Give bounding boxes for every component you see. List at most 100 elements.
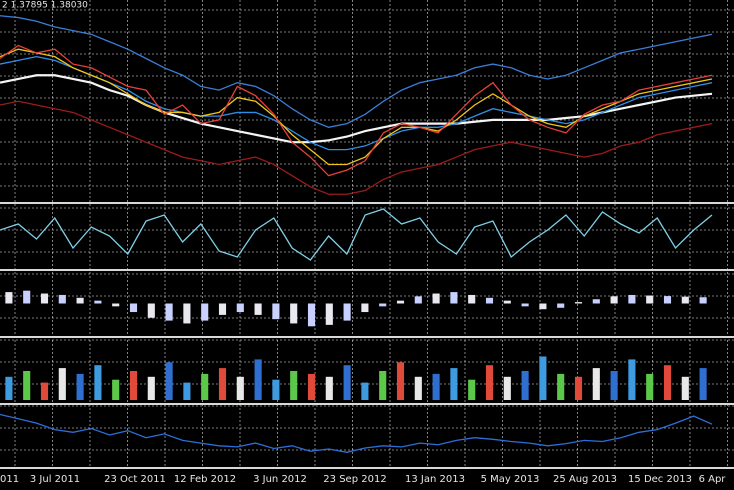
- indicator-line: [0, 15, 713, 128]
- indicator-bar: [201, 303, 209, 321]
- indicator-line: [0, 44, 713, 177]
- indicator-bar: [485, 297, 494, 304]
- indicator-bar: [290, 371, 298, 400]
- indicator-bar: [521, 371, 529, 400]
- indicator-bar: [699, 368, 707, 400]
- indicator-bar: [147, 376, 155, 400]
- indicator-bar: [112, 303, 120, 307]
- x-axis-label: 3 Jul 2011: [30, 474, 80, 485]
- indicator-bar: [628, 294, 636, 304]
- indicator-bar: [432, 293, 440, 304]
- indicator-bar: [574, 302, 583, 304]
- x-axis-label: 15 Dec 2013: [628, 474, 692, 485]
- indicator-bar: [343, 365, 351, 400]
- indicator-bar: [610, 371, 618, 400]
- indicator-bar: [218, 368, 227, 400]
- indicator-bar: [147, 303, 155, 318]
- indicator-bar: [503, 300, 511, 304]
- indicator-bar: [58, 294, 66, 304]
- indicator-bar: [681, 376, 689, 400]
- x-axis-label: 23 Oct 2011: [104, 474, 166, 485]
- indicator-bar: [94, 365, 102, 400]
- indicator-bar: [40, 382, 49, 400]
- indicator-bar: [94, 300, 102, 304]
- indicator-bar: [76, 373, 84, 400]
- indicator-bar: [557, 373, 565, 400]
- indicator-bar: [307, 373, 316, 400]
- indicator-line: [0, 413, 713, 453]
- indicator-bar: [681, 296, 689, 304]
- indicator-bar: [201, 373, 209, 400]
- indicator-bar: [325, 376, 333, 400]
- indicator-bar: [254, 359, 262, 400]
- indicator-bar: [699, 297, 707, 304]
- indicator-bar: [592, 368, 600, 400]
- indicator-bar: [272, 303, 280, 320]
- indicator-line: [0, 74, 713, 144]
- indicator-bar: [646, 295, 654, 304]
- indicator-bar: [432, 373, 440, 400]
- indicator-bar: [468, 294, 476, 304]
- indicator-bar: [183, 382, 191, 400]
- indicator-line: [0, 48, 713, 166]
- indicator-bar: [5, 292, 13, 304]
- indicator-bar: [396, 362, 405, 400]
- indicator-bar: [663, 365, 672, 400]
- indicator-bar: [254, 303, 262, 315]
- indicator-bar: [539, 356, 547, 400]
- indicator-bar: [343, 303, 351, 321]
- indicator-bar: [414, 376, 422, 400]
- indicator-bar: [574, 376, 583, 400]
- indicator-line: [0, 100, 713, 195]
- indicator-bar: [628, 359, 636, 400]
- indicator-bar: [23, 290, 31, 304]
- indicator-bar: [325, 303, 333, 325]
- indicator-bar: [646, 373, 654, 400]
- indicator-bar: [165, 303, 173, 321]
- indicator-bar: [76, 297, 84, 304]
- x-axis-label: 011: [0, 474, 19, 485]
- x-axis-label: 25 Aug 2013: [553, 474, 617, 485]
- indicator-bar: [129, 371, 138, 400]
- indicator-bar: [485, 365, 494, 400]
- x-axis-label: 23 Sep 2012: [323, 474, 386, 485]
- indicator-bar: [236, 376, 244, 400]
- price-header: 2 1.37895 1.38030: [2, 1, 88, 11]
- indicator-line: [0, 55, 713, 151]
- indicator-bar: [610, 296, 618, 304]
- indicator-bar: [450, 292, 458, 304]
- indicator-bar: [307, 303, 316, 327]
- indicator-bar: [521, 303, 529, 307]
- indicator-bar: [379, 303, 387, 307]
- indicator-bar: [557, 303, 565, 308]
- indicator-bar: [272, 379, 280, 400]
- indicator-bar: [361, 382, 369, 400]
- x-axis-label: 6 Apr: [699, 474, 727, 485]
- indicator-bar: [40, 293, 49, 304]
- x-axis-label: 3 Jun 2012: [253, 474, 307, 485]
- indicator-line: [0, 208, 713, 261]
- indicator-bar: [361, 303, 369, 313]
- indicator-bar: [503, 376, 511, 400]
- x-axis-label: 13 Jan 2013: [405, 474, 465, 485]
- x-axis-label: 12 Feb 2012: [174, 474, 236, 485]
- indicator-bar: [165, 362, 173, 400]
- indicator-bar: [5, 376, 13, 400]
- indicator-bar: [290, 303, 298, 324]
- indicator-bar: [218, 303, 227, 315]
- x-axis-label: 5 May 2013: [481, 474, 540, 485]
- indicator-bar: [396, 300, 405, 304]
- indicator-bar: [592, 299, 600, 304]
- indicator-bar: [450, 368, 458, 400]
- indicator-bar: [414, 296, 422, 304]
- indicator-bar: [23, 371, 31, 400]
- indicator-bar: [183, 303, 191, 324]
- indicator-bar: [663, 296, 672, 304]
- indicator-bar: [539, 303, 547, 310]
- indicator-bar: [129, 303, 138, 313]
- indicator-bar: [58, 368, 66, 400]
- indicator-bar: [379, 371, 387, 400]
- indicator-bar: [112, 379, 120, 400]
- indicator-bar: [236, 303, 244, 313]
